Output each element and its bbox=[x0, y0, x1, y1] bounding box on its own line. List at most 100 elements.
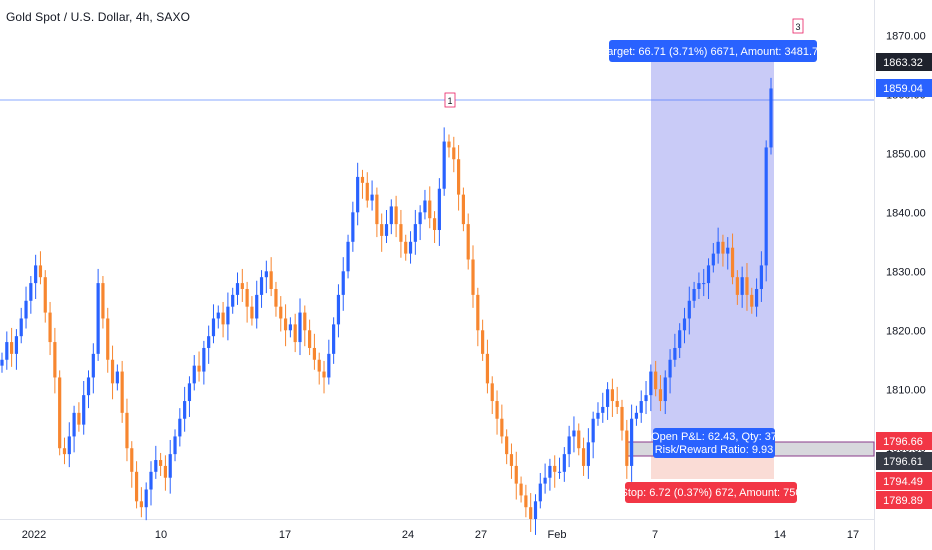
candle-body bbox=[745, 277, 749, 295]
candle-body bbox=[644, 395, 648, 402]
candle-body bbox=[706, 265, 711, 284]
candle-body bbox=[279, 306, 283, 319]
candle-body bbox=[750, 294, 754, 307]
candle-body bbox=[481, 330, 485, 354]
marker-3[interactable]: 3 bbox=[792, 18, 804, 34]
candle-body bbox=[548, 465, 552, 478]
candle-body bbox=[168, 454, 172, 478]
candle-body bbox=[192, 365, 196, 384]
candle-body bbox=[86, 377, 91, 396]
candles bbox=[0, 77, 773, 535]
candle-body bbox=[130, 448, 134, 472]
candle-body bbox=[630, 418, 634, 466]
pnl-label[interactable]: Open P&L: 62.43, Qty: 37 Risk/Reward Rat… bbox=[651, 428, 777, 458]
candle-body bbox=[759, 265, 763, 289]
candle-body bbox=[336, 294, 341, 325]
candle-body bbox=[216, 312, 220, 319]
candle-body bbox=[380, 224, 384, 236]
x-tick-label: 17 bbox=[847, 529, 859, 541]
candle-body bbox=[730, 247, 735, 278]
x-tick-label: 10 bbox=[155, 529, 167, 541]
candle-body bbox=[394, 206, 398, 225]
candle-body bbox=[283, 318, 288, 331]
candle-body bbox=[509, 454, 514, 466]
candle-body bbox=[495, 401, 499, 419]
candle-body bbox=[327, 353, 331, 378]
candle-body bbox=[533, 501, 538, 519]
candle-body bbox=[72, 412, 76, 437]
candle-body bbox=[106, 318, 110, 360]
target-zone[interactable] bbox=[651, 62, 774, 442]
candle-body bbox=[726, 247, 730, 254]
candle-body bbox=[110, 359, 115, 384]
candle-body bbox=[82, 395, 86, 425]
candle-body bbox=[19, 318, 23, 337]
candle-body bbox=[384, 224, 389, 236]
candle-body bbox=[264, 271, 268, 278]
candle-body bbox=[317, 359, 321, 372]
candle-body bbox=[163, 465, 168, 478]
candle-body bbox=[115, 371, 119, 384]
y-tick-label: 1830.00 bbox=[886, 266, 926, 278]
candle-body bbox=[58, 377, 62, 449]
candle-body bbox=[735, 277, 739, 295]
candle-body bbox=[38, 265, 43, 278]
y-tick-label: 1840.00 bbox=[886, 207, 926, 219]
candle-body bbox=[668, 359, 672, 378]
svg-text:1794.49: 1794.49 bbox=[883, 476, 923, 488]
candle-body bbox=[221, 312, 225, 325]
candle-body bbox=[596, 412, 600, 419]
candle-body bbox=[678, 330, 682, 348]
candle-body bbox=[716, 241, 720, 254]
y-tick-label: 1850.00 bbox=[886, 148, 926, 160]
candle-body bbox=[490, 383, 494, 402]
candle-body bbox=[447, 141, 451, 148]
candle-body bbox=[202, 347, 206, 372]
entry-price-tag: 1796.66 bbox=[876, 432, 932, 450]
svg-text:Open P&L: 62.43, Qty: 37: Open P&L: 62.43, Qty: 37 bbox=[651, 431, 777, 443]
candle-body bbox=[120, 371, 124, 413]
candle-body bbox=[159, 460, 163, 466]
candle-body bbox=[601, 406, 605, 413]
marker-1[interactable]: 1 bbox=[444, 92, 456, 108]
candle-body bbox=[524, 495, 528, 508]
candle-body bbox=[471, 259, 475, 295]
candle-body bbox=[370, 194, 374, 201]
candle-body bbox=[24, 300, 28, 319]
candle-body bbox=[341, 271, 345, 295]
candle-body bbox=[692, 288, 696, 301]
candle-body bbox=[702, 283, 706, 285]
candle-body bbox=[399, 224, 403, 242]
candle-body bbox=[96, 283, 100, 354]
candle-body bbox=[298, 312, 302, 343]
candle-body bbox=[293, 324, 297, 343]
svg-text:1859.04: 1859.04 bbox=[883, 83, 923, 95]
candle-body bbox=[543, 477, 547, 484]
stop-label[interactable]: Stop: 6.72 (0.37%) 672, Amount: 750 bbox=[620, 482, 802, 503]
candle-body bbox=[134, 471, 139, 502]
candle-body bbox=[769, 88, 773, 148]
candle-body bbox=[476, 294, 480, 331]
candle-body bbox=[610, 389, 614, 402]
candle-body bbox=[581, 448, 586, 466]
y-tick-label: 1810.00 bbox=[886, 384, 926, 396]
candle-body bbox=[14, 336, 19, 354]
candle-body bbox=[269, 271, 273, 289]
stop-zone[interactable] bbox=[651, 456, 774, 479]
candle-body bbox=[183, 401, 187, 419]
candle-body bbox=[0, 359, 4, 366]
candle-body bbox=[312, 347, 317, 360]
target-label[interactable]: Target: 66.71 (3.71%) 6671, Amount: 3481… bbox=[602, 40, 825, 62]
candle-body bbox=[413, 224, 417, 242]
candle-body bbox=[322, 371, 326, 378]
candle-body bbox=[144, 489, 148, 508]
x-tick-label: 14 bbox=[774, 529, 786, 541]
candle-body bbox=[48, 312, 52, 343]
candle-body bbox=[332, 324, 336, 354]
candle-body bbox=[649, 371, 653, 396]
svg-text:Risk/Reward Ratio: 9.93: Risk/Reward Ratio: 9.93 bbox=[655, 444, 774, 456]
x-tick-label: 24 bbox=[402, 529, 414, 541]
stop-price-tag-2: 1789.89 bbox=[876, 491, 932, 509]
candle-body bbox=[418, 212, 422, 225]
